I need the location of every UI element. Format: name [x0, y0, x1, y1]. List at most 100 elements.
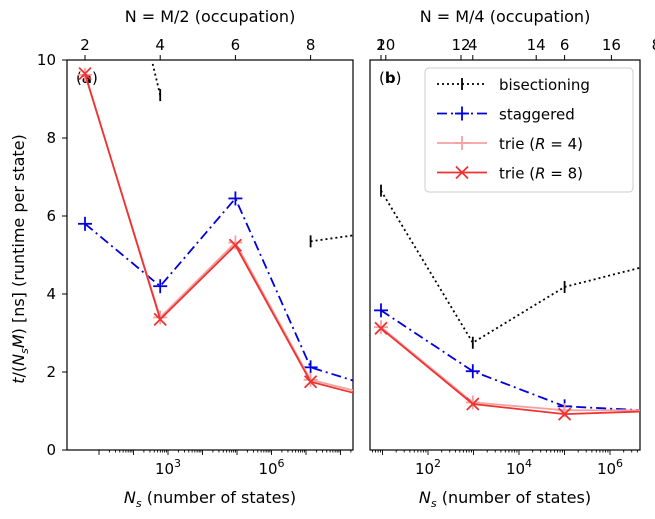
legend-label-pre: staggered [499, 106, 575, 124]
data-point-trie-r-8-d1 [650, 405, 655, 417]
data-point-trie-r-8-d1 [455, 399, 467, 411]
panel-a-x-tick-label: 106 [258, 457, 284, 478]
panel-a-top-tick-label: 14 [527, 36, 546, 54]
legend-label-italic: R [535, 135, 545, 153]
data-point-trie-r-8-d2 [557, 407, 572, 421]
data-point-trie-r-8-d2 [455, 399, 467, 411]
x-axis-title-text: (number of states) [437, 488, 591, 507]
x-tick-exponent: 3 [174, 457, 181, 470]
legend-label-trie-r-4: trie (R = 4) [499, 135, 583, 153]
x-tick-base: 10 [258, 460, 277, 478]
y-title-N: N [9, 354, 28, 366]
y-title-sub: s [18, 348, 31, 354]
panel-a-series-bisectioning [151, 63, 353, 248]
panel-a-top-tick-label: 10 [376, 36, 395, 54]
panel-b-series-trie-r-8 [374, 321, 655, 421]
panel-a-top-tick-label: 16 [602, 36, 621, 54]
y-axis: 0 2 4 6 8 10 t/(NsM) [ns] (runtime per state) [9, 51, 67, 459]
x-tick-base: 10 [506, 460, 525, 478]
legend-label-pre: trie ( [499, 165, 535, 183]
legend-label-staggered: staggered [499, 106, 575, 124]
y-title-t: t [9, 377, 28, 384]
y-tick-label: 8 [46, 129, 56, 147]
y-tick-label: 6 [46, 207, 56, 225]
panel-b: 1021041062468N = M/4 (occupation)Ns (num… [369, 7, 655, 510]
series-line-staggered [84, 196, 353, 382]
y-tick-label: 4 [46, 285, 56, 303]
series-line-bisectioning [380, 190, 640, 344]
legend-label-trie-r-8: trie (R = 8) [499, 165, 583, 183]
legend-label-bisectioning: bisectioning [499, 76, 590, 94]
panel-b-x-axis-title: Ns (number of states) [419, 488, 591, 510]
panel-b-x-tick-label: 104 [506, 457, 532, 478]
data-point-trie-r-8-d2 [78, 67, 92, 81]
series-line-bisectioning [151, 63, 162, 96]
panel-a-frame [66, 59, 354, 451]
x-tick-base: 10 [155, 460, 174, 478]
panel-a-top-tick-label: 8 [306, 36, 316, 54]
data-point-trie-r-8-d2 [228, 238, 243, 252]
panel-b-series-staggered [374, 303, 640, 414]
panel-b-top-tick-label: 6 [560, 36, 570, 54]
x-tick-exponent: 6 [616, 457, 623, 470]
panel-label-open: ( [379, 69, 385, 87]
y-axis-title: t/(NsM) [ns] (runtime per state) [9, 134, 31, 384]
x-axis-title-symbol: N [124, 488, 136, 507]
panel-b-series-bisectioning [380, 184, 640, 349]
legend-box [424, 67, 634, 193]
panel-b-label: (b) [379, 69, 401, 87]
legend-label-post: = 4) [546, 135, 584, 153]
panel-label-open: ( [76, 69, 82, 87]
panel-b-x-tick-label: 106 [597, 457, 623, 478]
x-tick-exponent: 6 [278, 457, 285, 470]
panel-a-x-tick-label: 103 [155, 457, 181, 478]
series-line-trie-r-4 [84, 74, 353, 392]
series-line-trie-r-4 [380, 326, 640, 412]
data-point-trie-r-8-d2 [303, 375, 318, 389]
panel-b-top-tick-label: 8 [652, 36, 655, 54]
panel-a-top-tick-label: 2 [80, 36, 90, 54]
panel-a-top-tick-label: 4 [155, 36, 165, 54]
x-axis-title-subscript: s [431, 497, 437, 510]
data-point-trie-r-8-d2 [374, 321, 388, 335]
legend-label-pre: bisectioning [499, 76, 590, 94]
y-tick-label: 10 [37, 51, 56, 69]
panel-a-x-axis-title: Ns (number of states) [124, 488, 296, 510]
panel-label-letter: b [385, 69, 396, 87]
panel-b-top-tick-label: 2 [376, 36, 386, 54]
panel-a-top-tick-label: 6 [231, 36, 241, 54]
series-line-trie-r-8 [380, 327, 640, 416]
x-tick-exponent: 2 [434, 457, 441, 470]
panel-a-series-staggered [78, 191, 353, 382]
panel-a-top-axis-title: N = M/2 (occupation) [125, 7, 296, 26]
series-line-staggered [380, 309, 640, 412]
data-point-trie-r-8-d2 [466, 397, 480, 411]
panel-a-series-trie-r-4 [78, 67, 353, 392]
x-axis-title-subscript: s [136, 497, 142, 510]
y-title-rest: ) [ns] (runtime per state) [9, 134, 28, 334]
panel-b-top-axis-title: N = M/4 (occupation) [420, 7, 591, 26]
x-tick-exponent: 4 [525, 457, 532, 470]
data-point-trie-r-8-d1 [605, 396, 617, 408]
data-point-trie-r-8-d1 [380, 395, 392, 407]
panel-b-x-tick-label: 102 [415, 457, 441, 478]
series-line-trie-r-8 [84, 73, 353, 394]
data-point-trie-r-8-d2 [650, 405, 655, 417]
data-point-trie-r-8-d2 [380, 395, 392, 407]
x-tick-base: 10 [597, 460, 616, 478]
x-tick-base: 10 [415, 460, 434, 478]
x-axis-title-symbol: N [419, 488, 431, 507]
legend-label-pre: trie ( [499, 135, 535, 153]
legend-label-italic: R [535, 165, 545, 183]
panel-label-close: ) [92, 69, 98, 87]
data-point-trie-r-8-d2 [605, 396, 617, 408]
legend-label-post: = 8) [546, 165, 584, 183]
y-tick-label: 0 [46, 441, 56, 459]
panel-a-series-trie-r-8 [78, 67, 617, 411]
x-axis-title-text: (number of states) [142, 488, 296, 507]
legend-marker-trie-r-8-d2 [455, 165, 469, 180]
